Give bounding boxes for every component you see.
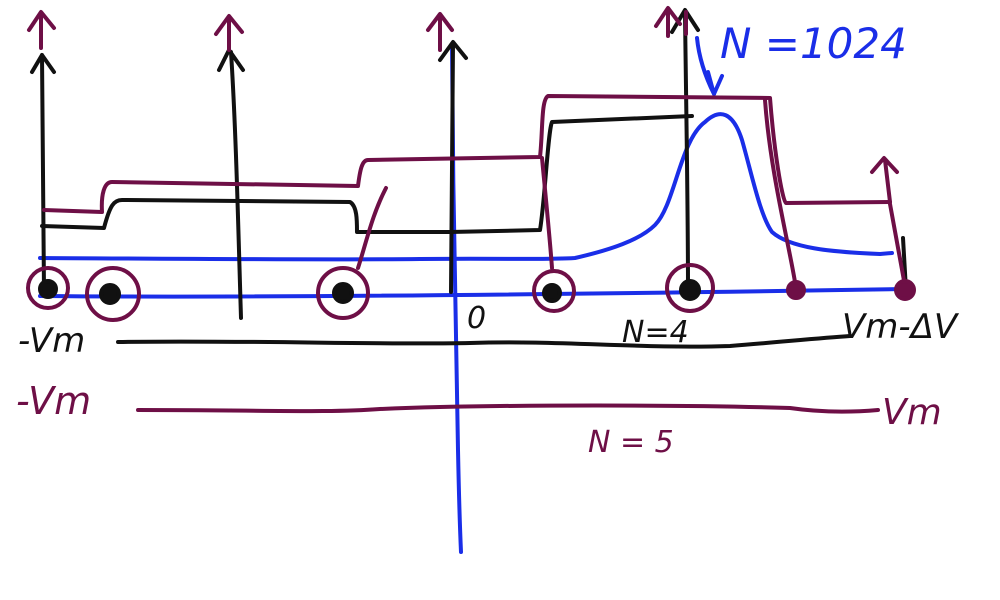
sample-point-2 <box>99 283 121 305</box>
label-vm-minus-dv: Vm-ΔV <box>842 307 960 347</box>
sample-point-maroon-2 <box>894 279 916 301</box>
highlight-ring-4 <box>532 269 576 313</box>
arrow-4-maroon <box>654 6 688 38</box>
n1024-pointer-arrow <box>695 36 724 96</box>
sample-point-5 <box>679 279 701 301</box>
arrow-1-black <box>30 53 56 294</box>
sample-point-3 <box>332 282 354 304</box>
highlight-ring-2 <box>85 266 141 322</box>
black-baseline <box>116 334 852 349</box>
label-vm-maroon: Vm <box>882 392 942 433</box>
label-zero: 0 <box>467 301 486 336</box>
highlight-ring-3 <box>316 266 370 320</box>
black-layer <box>30 8 908 349</box>
sample-point-1 <box>38 279 58 299</box>
label-n4: N=4 <box>622 315 689 350</box>
label-neg-vm-black: -Vm <box>18 321 85 361</box>
label-n5: N = 5 <box>588 425 674 460</box>
n5-step-link-1 <box>356 186 388 270</box>
horizontal-axis-blue <box>38 287 908 299</box>
label-n1024: N =1024 <box>720 19 907 68</box>
highlight-ring-5 <box>665 263 715 313</box>
arrow-5-maroon <box>870 156 899 204</box>
n5-step-link-3 <box>763 98 797 284</box>
n5-step-link-4 <box>888 202 907 288</box>
label-neg-vm-maroon: -Vm <box>16 379 91 423</box>
maroon-baseline <box>136 403 880 414</box>
highlight-ring-1 <box>26 266 70 310</box>
n4-staircase <box>40 114 694 234</box>
arrow-4-black <box>670 8 700 294</box>
n5-step-link-2 <box>540 156 554 270</box>
sample-point-4 <box>542 283 562 303</box>
n5-staircase <box>42 94 892 214</box>
n1024-distribution-curve <box>38 112 894 262</box>
maroon-layer <box>26 6 916 414</box>
blue-layer <box>38 36 908 554</box>
arrow-3-black <box>438 40 468 294</box>
arrow-3-maroon <box>426 12 454 52</box>
arrow-1-maroon <box>27 10 56 50</box>
arrow-2-maroon <box>214 14 244 52</box>
sample-point-maroon-1 <box>786 280 806 300</box>
